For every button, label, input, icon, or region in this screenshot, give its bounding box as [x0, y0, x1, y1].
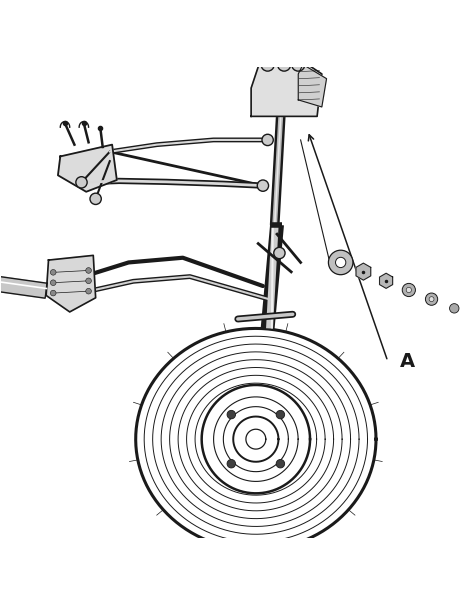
Circle shape — [429, 296, 434, 302]
Polygon shape — [380, 273, 392, 289]
Circle shape — [336, 257, 346, 267]
Circle shape — [50, 290, 56, 296]
Circle shape — [402, 283, 415, 296]
Circle shape — [276, 459, 285, 468]
Circle shape — [86, 278, 91, 284]
Circle shape — [86, 267, 91, 273]
Circle shape — [274, 247, 285, 259]
Circle shape — [257, 180, 269, 191]
Polygon shape — [58, 145, 117, 192]
Circle shape — [86, 289, 91, 294]
Circle shape — [50, 269, 56, 275]
Polygon shape — [298, 65, 327, 107]
Circle shape — [262, 134, 273, 146]
Circle shape — [227, 410, 236, 419]
Circle shape — [76, 177, 87, 188]
Circle shape — [277, 58, 291, 71]
Circle shape — [261, 58, 274, 71]
Circle shape — [292, 58, 305, 71]
Polygon shape — [46, 255, 96, 312]
Circle shape — [406, 287, 411, 293]
Circle shape — [449, 304, 459, 313]
Circle shape — [276, 410, 285, 419]
Text: A: A — [400, 352, 415, 371]
Circle shape — [90, 193, 101, 204]
Circle shape — [227, 459, 236, 468]
Polygon shape — [251, 55, 322, 116]
Polygon shape — [356, 263, 371, 280]
Circle shape — [50, 280, 56, 286]
Polygon shape — [0, 274, 47, 298]
Circle shape — [426, 293, 438, 306]
Circle shape — [328, 250, 353, 275]
